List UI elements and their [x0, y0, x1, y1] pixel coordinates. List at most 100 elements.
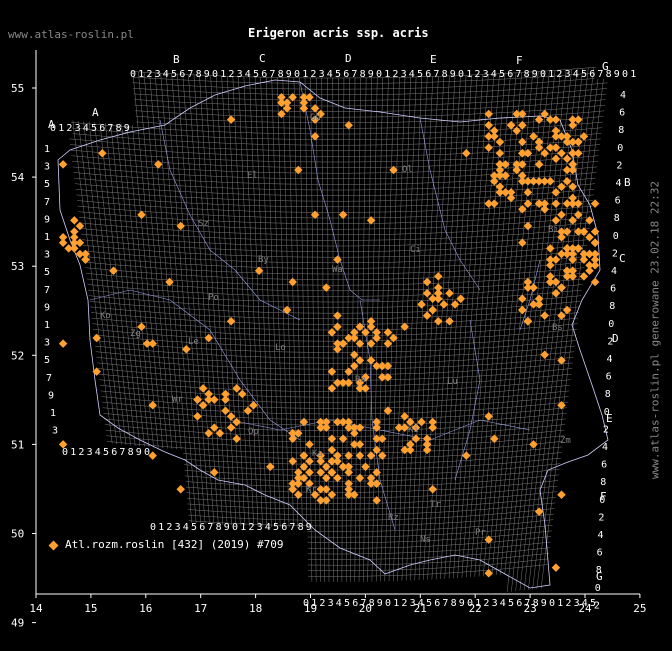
- right-row-digit: 0: [599, 495, 605, 506]
- column-letter: B: [173, 53, 180, 66]
- occurrence-point: [327, 490, 337, 500]
- occurrence-point: [193, 412, 202, 421]
- grid-line-horizontal: [78, 211, 592, 224]
- grid-line-vertical: [105, 123, 141, 447]
- occurrence-point: [70, 238, 79, 248]
- grid-line-horizontal: [86, 278, 584, 292]
- right-row-digit: 0: [617, 143, 623, 154]
- occurrence-point: [568, 266, 577, 276]
- occurrence-point: [484, 412, 493, 421]
- right-row-digit: 8: [609, 301, 615, 312]
- city-label-ol: Ol: [402, 165, 413, 175]
- x-tick-label: 15: [84, 602, 97, 615]
- top-grid-digits: 2: [474, 69, 480, 80]
- occurrence-point: [350, 361, 359, 371]
- occurrence-point: [546, 244, 555, 253]
- city-label-lo: Lo: [275, 343, 286, 353]
- occurrence-point: [338, 462, 348, 472]
- occurrence-point: [154, 160, 163, 169]
- occurrence-point: [338, 434, 348, 444]
- occurrence-point: [238, 389, 247, 399]
- occurrence-point: [557, 311, 566, 320]
- grid-line-horizontal: [307, 541, 551, 555]
- grid-line-vertical: [149, 72, 182, 450]
- occurrence-point: [221, 406, 230, 416]
- grid-line-horizontal: [101, 396, 569, 409]
- grid-digits-bottom-left: 3: [257, 522, 263, 533]
- occurrence-point: [137, 210, 146, 220]
- grid-line-horizontal: [185, 480, 559, 493]
- occurrence-point: [529, 440, 538, 449]
- occurrence-point: [557, 132, 566, 141]
- grid-line-vertical: [232, 76, 254, 527]
- grid-line-horizontal: [89, 301, 581, 314]
- right-row-digit: 6: [619, 108, 625, 119]
- occurrence-point: [288, 484, 297, 494]
- left-row-digit: 3: [44, 338, 50, 349]
- river: [299, 81, 380, 301]
- occurrence-point: [310, 115, 320, 124]
- grid-digits-bottom: 1: [393, 598, 399, 609]
- occurrence-point: [277, 109, 286, 119]
- occurrence-point: [540, 109, 549, 119]
- occurrence-point: [277, 98, 286, 108]
- occurrence-point: [434, 283, 443, 292]
- occurrence-point: [422, 277, 432, 287]
- occurrence-point: [490, 132, 499, 141]
- left-row-digit: 5: [44, 355, 50, 366]
- occurrence-point: [333, 255, 342, 264]
- occurrence-point: [333, 473, 342, 483]
- occurrence-point: [518, 305, 527, 315]
- top-grid-digits: 4: [245, 69, 251, 80]
- grid-digits-bottom: 0: [303, 598, 309, 609]
- occurrence-point: [344, 451, 353, 460]
- column-letter: C: [259, 52, 266, 65]
- grid-line-vertical: [143, 72, 177, 450]
- occurrence-point: [378, 434, 387, 444]
- grid-digits-bottom: 1: [311, 598, 317, 609]
- right-row-digit: 8: [600, 477, 606, 488]
- grid-line-vertical: [177, 74, 210, 525]
- top-grid-digits: 4: [409, 69, 415, 80]
- x-tick-label: 22: [469, 602, 482, 615]
- occurrence-point: [495, 137, 505, 147]
- right-row-digit: 6: [615, 196, 621, 207]
- grid-line-horizontal: [71, 127, 603, 140]
- occurrence-point: [361, 462, 370, 472]
- occurrence-point: [148, 339, 157, 348]
- grid-digits-bottom: 3: [410, 598, 416, 609]
- grid-line-horizontal: [72, 166, 598, 180]
- occurrence-point: [355, 322, 365, 332]
- top-grid-digits: 1: [548, 69, 554, 80]
- grid-digits-bottom: 7: [442, 598, 448, 609]
- top-grid-digits: 3: [483, 69, 489, 80]
- occurrence-point: [176, 484, 185, 494]
- grid-line-vertical: [238, 76, 259, 527]
- left-row-digit: 3: [44, 250, 50, 261]
- occurrence-point: [316, 468, 325, 477]
- grid-line-horizontal: [102, 407, 568, 420]
- y-tick-label: 49: [11, 617, 24, 630]
- occurrence-point: [310, 132, 320, 141]
- grid-digits-bottom: 5: [508, 598, 514, 609]
- grid-line-horizontal: [100, 390, 570, 404]
- occurrence-point: [58, 160, 68, 169]
- occurrence-point: [282, 98, 292, 108]
- river: [89, 289, 301, 441]
- grid-line-horizontal: [80, 228, 590, 241]
- right-row-digit: 0: [608, 319, 614, 330]
- occurrence-point: [338, 378, 348, 388]
- city-label-ns: Ns: [420, 535, 431, 545]
- top-grid-digits: 4: [491, 69, 497, 80]
- occurrence-point: [428, 423, 437, 432]
- occurrence-point: [204, 389, 213, 399]
- grid-digits-bottom-left: 0: [232, 522, 238, 533]
- grid-line-horizontal: [102, 401, 568, 415]
- occurrence-point: [422, 440, 432, 449]
- top-grid-digits: 2: [556, 69, 562, 80]
- occurrence-point: [518, 294, 527, 304]
- grid-line-horizontal: [184, 463, 561, 476]
- occurrence-point: [327, 434, 337, 444]
- occurrence-point: [546, 115, 555, 124]
- occurrence-point: [350, 428, 359, 438]
